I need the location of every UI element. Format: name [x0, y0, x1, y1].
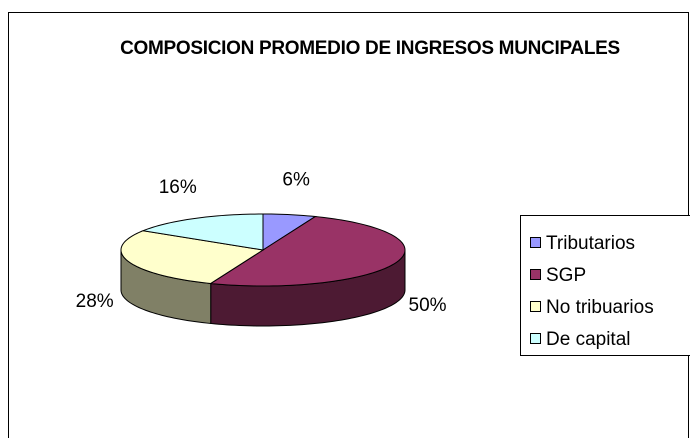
legend-label: De capital	[546, 329, 631, 350]
data-label: 28%	[76, 291, 114, 312]
legend-swatch	[530, 269, 541, 280]
legend-label: SGP	[546, 265, 586, 286]
data-label: 6%	[282, 169, 310, 190]
pie-slice	[120, 230, 265, 284]
legend-label: No tribuarios	[546, 297, 654, 318]
legend-label: Tributarios	[546, 233, 635, 254]
legend-swatch	[530, 333, 541, 344]
legend-box	[520, 215, 690, 356]
legend-swatch	[530, 237, 541, 248]
chart-title: COMPOSICION PROMEDIO DE INGRESOS MUNCIPA…	[120, 38, 620, 59]
legend-swatch	[530, 301, 541, 312]
data-label: 50%	[409, 295, 447, 316]
pie-slice	[209, 216, 406, 287]
data-label: 16%	[159, 177, 197, 198]
pie-slice	[262, 213, 317, 251]
pie-slice	[141, 213, 264, 251]
